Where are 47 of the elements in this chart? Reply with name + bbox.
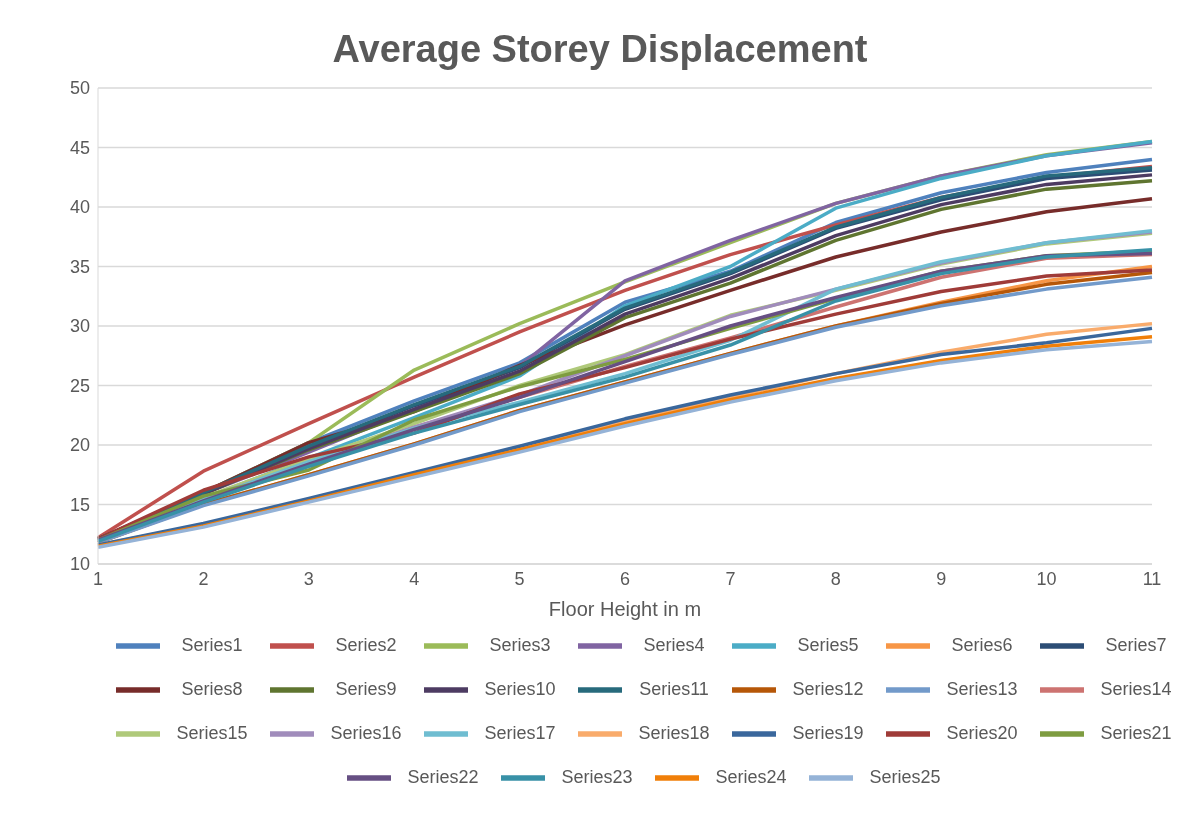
legend-label: Series5 [796,633,860,657]
y-tick-label: 15 [69,494,90,515]
legend-label: Series2 [334,633,398,657]
x-tick-label: 6 [619,568,631,589]
y-tick-label: 50 [69,78,90,99]
legend-label: Series14 [1099,677,1173,701]
y-tick-label: 35 [69,256,90,277]
legend-label: Series1 [180,633,244,657]
x-tick-label: 11 [1142,568,1162,589]
y-tick-label: 20 [69,435,90,456]
y-tick-label: 30 [69,316,90,337]
legend-label: Series9 [334,677,398,701]
legend-label: Series15 [175,721,249,745]
chart-title: Average Storey Displacement [331,27,869,72]
legend-label: Series7 [1104,633,1168,657]
y-tick-label: 45 [69,137,90,158]
legend-label: Series25 [868,765,942,789]
x-tick-label: 10 [1036,568,1057,589]
x-tick-label: 9 [936,568,947,589]
legend-label: Series19 [791,721,865,745]
y-tick-label: 10 [69,554,90,575]
legend-label: Series12 [791,677,865,701]
x-tick-label: 8 [830,568,841,589]
y-tick-label: 25 [69,375,90,396]
legend-label: Series22 [406,765,480,789]
x-tick-label: 2 [198,568,209,589]
legend-label: Series20 [945,721,1019,745]
x-tick-label: 5 [514,568,525,589]
legend-label: Series3 [488,633,552,657]
x-tick-label: 4 [409,568,420,589]
legend-label: Series23 [560,765,634,789]
legend-label: Series4 [642,633,706,657]
y-tick-label: 40 [69,197,90,218]
x-tick-label: 1 [92,568,104,589]
legend-label: Series21 [1099,721,1173,745]
legend-label: Series24 [714,765,788,789]
x-tick-label: 3 [303,568,314,589]
legend-label: Series16 [329,721,403,745]
legend-label: Series18 [637,721,711,745]
legend-label: Series17 [483,721,557,745]
legend-label: Series10 [483,677,557,701]
legend-label: Series6 [950,633,1014,657]
legend-label: Series11 [638,677,710,701]
x-tick-label: 7 [725,568,736,589]
legend-label: Series13 [945,677,1019,701]
legend-label: Series8 [180,677,244,701]
x-axis-title: Floor Height in m [548,598,702,620]
